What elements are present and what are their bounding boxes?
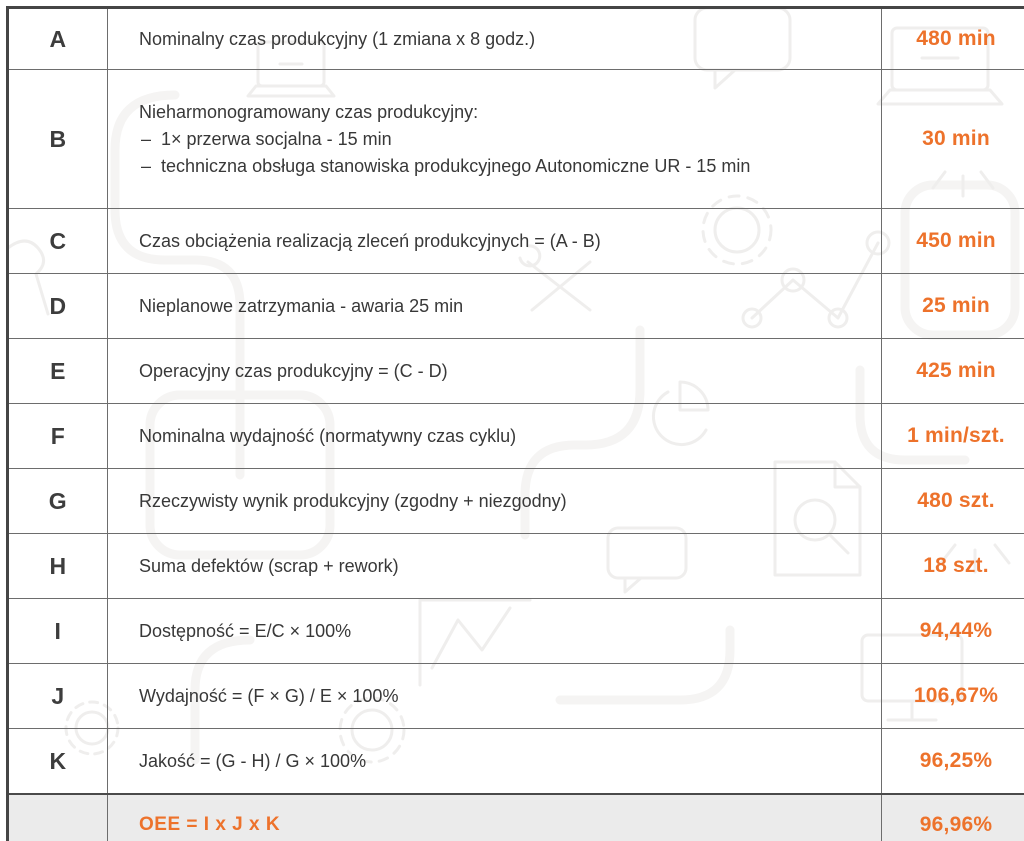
row-value: 106,67% bbox=[881, 663, 1024, 729]
row-description: Nominalna wydajność (normatywny czas cyk… bbox=[107, 403, 882, 469]
row-value: 25 min bbox=[881, 273, 1024, 339]
row-value: 450 min bbox=[881, 208, 1024, 274]
table-row: K Jakość = (G - H) / G × 100% 96,25% bbox=[6, 728, 1024, 795]
row-value-text: 18 szt. bbox=[923, 554, 989, 577]
row-letter-label: F bbox=[50, 422, 66, 449]
row-description-text: Czas obciążenia realizacją zleceń produk… bbox=[139, 230, 601, 251]
row-value-text: 480 szt. bbox=[917, 489, 995, 512]
row-value-text: 25 min bbox=[922, 294, 990, 317]
row-value: 480 szt. bbox=[881, 468, 1024, 534]
row-description-text: Nominalna wydajność (normatywny czas cyk… bbox=[139, 425, 517, 446]
row-description: Dostępność = E/C × 100% bbox=[107, 598, 882, 664]
row-letter-label: H bbox=[49, 552, 67, 579]
summary-formula-cell: OEE = I x J x K bbox=[107, 793, 882, 841]
row-description: Jakość = (G - H) / G × 100% bbox=[107, 728, 882, 795]
table-row: E Operacyjny czas produkcyjny = (C - D) … bbox=[6, 338, 1024, 404]
row-value: 480 min bbox=[881, 6, 1024, 70]
row-value-text: 480 min bbox=[916, 27, 996, 50]
oee-value-text: 96,96% bbox=[919, 812, 993, 836]
row-letter-label: D bbox=[49, 292, 67, 319]
row-description-text: Dostępność = E/C × 100% bbox=[139, 620, 352, 641]
row-letter-label: A bbox=[49, 25, 67, 52]
row-value-text: 106,67% bbox=[913, 684, 999, 707]
table-row: H Suma defektów (scrap + rework) 18 szt. bbox=[6, 533, 1024, 599]
description-bullet: – techniczna obsługa stanowiska produkcy… bbox=[141, 155, 751, 176]
row-description-text: Operacyjny czas produkcyjny = (C - D) bbox=[139, 360, 448, 381]
oee-formula-text: OEE = I x J x K bbox=[139, 813, 281, 835]
row-letter: F bbox=[6, 403, 108, 469]
table-row: C Czas obciążenia realizacją zleceń prod… bbox=[6, 208, 1024, 274]
row-description-text: Nieplanowe zatrzymania - awaria 25 min bbox=[139, 295, 464, 316]
row-value-text: 450 min bbox=[916, 229, 996, 252]
row-value-text: 425 min bbox=[916, 359, 996, 382]
row-letter: K bbox=[6, 728, 108, 795]
row-letter-label: J bbox=[51, 682, 65, 709]
table-row: J Wydajność = (F × G) / E × 100% 106,67% bbox=[6, 663, 1024, 729]
row-description: Suma defektów (scrap + rework) bbox=[107, 533, 882, 599]
row-value: 94,44% bbox=[881, 598, 1024, 664]
row-description-text: Rzeczywisty wynik produkcyjny (zgodny + … bbox=[139, 490, 567, 511]
row-value-text: 96,25% bbox=[919, 749, 993, 772]
row-letter: D bbox=[6, 273, 108, 339]
row-value: 30 min bbox=[881, 69, 1024, 209]
row-value: 96,25% bbox=[881, 728, 1024, 795]
row-value: 425 min bbox=[881, 338, 1024, 404]
row-letter: H bbox=[6, 533, 108, 599]
oee-table: A Nominalny czas produkcyjny (1 zmiana x… bbox=[6, 6, 1024, 841]
table-row: A Nominalny czas produkcyjny (1 zmiana x… bbox=[6, 6, 1024, 70]
row-letter-label: I bbox=[54, 617, 62, 644]
row-letter-label: G bbox=[48, 487, 68, 514]
row-letter: J bbox=[6, 663, 108, 729]
row-description-text: Suma defektów (scrap + rework) bbox=[139, 555, 399, 576]
row-description-text: Jakość = (G - H) / G × 100% bbox=[139, 750, 367, 771]
row-value-text: 94,44% bbox=[919, 619, 993, 642]
table-row: B Nieharmonogramowany czas produkcyjny: … bbox=[6, 69, 1024, 209]
row-description: Nominalny czas produkcyjny (1 zmiana x 8… bbox=[107, 6, 882, 70]
row-description: Nieharmonogramowany czas produkcyjny: – … bbox=[107, 69, 882, 209]
row-description: Nieplanowe zatrzymania - awaria 25 min bbox=[107, 273, 882, 339]
row-description-text: Nieharmonogramowany czas produkcyjny: – … bbox=[109, 99, 880, 180]
description-bullet: – 1× przerwa socjalna - 15 min bbox=[141, 128, 392, 149]
table-row: F Nominalna wydajność (normatywny czas c… bbox=[6, 403, 1024, 469]
oee-summary-row: OEE = I x J x K 96,96% bbox=[6, 793, 1024, 841]
description-heading: Nieharmonogramowany czas produkcyjny: bbox=[139, 101, 479, 122]
row-letter: I bbox=[6, 598, 108, 664]
row-letter-label: B bbox=[49, 125, 67, 152]
row-letter: E bbox=[6, 338, 108, 404]
row-value: 18 szt. bbox=[881, 533, 1024, 599]
row-description: Rzeczywisty wynik produkcyjny (zgodny + … bbox=[107, 468, 882, 534]
summary-letter-cell bbox=[6, 793, 108, 841]
row-letter-label: K bbox=[49, 747, 67, 774]
row-value: 1 min/szt. bbox=[881, 403, 1024, 469]
row-letter-label: C bbox=[49, 227, 67, 254]
row-letter: B bbox=[6, 69, 108, 209]
summary-value-cell: 96,96% bbox=[881, 793, 1024, 841]
table-row: I Dostępność = E/C × 100% 94,44% bbox=[6, 598, 1024, 664]
row-description: Czas obciążenia realizacją zleceń produk… bbox=[107, 208, 882, 274]
row-description: Wydajność = (F × G) / E × 100% bbox=[107, 663, 882, 729]
row-letter-label: E bbox=[50, 357, 66, 384]
row-letter: G bbox=[6, 468, 108, 534]
row-description-text: Nominalny czas produkcyjny (1 zmiana x 8… bbox=[139, 28, 536, 49]
row-description-text: Wydajność = (F × G) / E × 100% bbox=[139, 685, 399, 706]
table-row: D Nieplanowe zatrzymania - awaria 25 min… bbox=[6, 273, 1024, 339]
row-value-text: 1 min/szt. bbox=[907, 424, 1005, 447]
row-letter: A bbox=[6, 6, 108, 70]
row-value-text: 30 min bbox=[922, 127, 990, 150]
row-letter: C bbox=[6, 208, 108, 274]
table-row: G Rzeczywisty wynik produkcyjny (zgodny … bbox=[6, 468, 1024, 534]
row-description: Operacyjny czas produkcyjny = (C - D) bbox=[107, 338, 882, 404]
